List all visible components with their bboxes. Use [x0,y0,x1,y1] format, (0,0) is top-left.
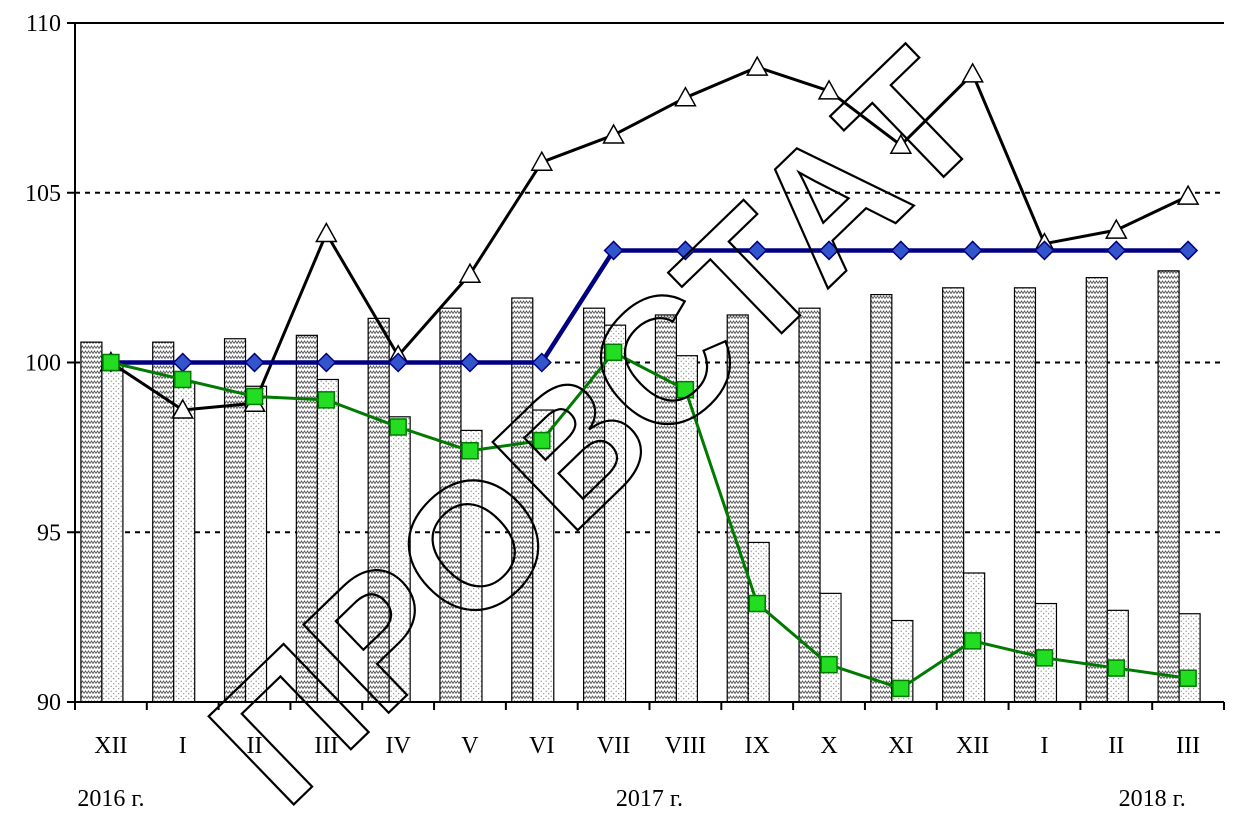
y-tick-label: 90 [37,690,61,716]
point-square [892,679,910,698]
point-diamond [531,352,552,373]
x-tick-label: XI [888,733,913,759]
bar-zigzag [80,341,103,703]
line-series [99,55,1200,698]
point-triangle [315,221,338,243]
point-diamond [244,352,265,373]
point-square [1035,649,1054,667]
x-tick-label: IV [385,733,411,759]
point-diamond [1034,240,1055,261]
x-tick-label: II [247,733,263,759]
series-line-diamond [110,248,1189,365]
y-tick-label: 100 [25,351,61,377]
point-diamond [316,352,337,373]
x-tick-label: III [314,733,338,759]
point-triangle [171,398,194,419]
point-triangle [817,79,841,100]
x-tick-label: I [179,733,187,759]
point-square [173,370,192,389]
bars [80,270,1201,703]
point-triangle [1176,184,1200,205]
year-label: 2016 г. [77,786,144,812]
y-tick-label: 110 [26,11,61,37]
x-tick-label: VIII [665,733,706,759]
y-tick-label: 95 [37,520,61,546]
point-diamond [818,240,840,261]
bar-dots [819,592,842,703]
point-triangle [889,133,913,154]
point-diamond [172,352,193,373]
year-label: 2018 г. [1119,786,1186,812]
point-square [1179,669,1197,687]
x-tick-label: XII [94,733,127,759]
point-triangle [961,62,984,83]
point-triangle [602,123,625,144]
bar-zigzag [942,287,965,703]
point-triangle [1105,218,1128,239]
series-line-square [110,350,1189,690]
point-triangle [745,55,769,76]
point-diamond [459,352,481,373]
point-diamond [1178,240,1199,261]
bar-dots [101,361,124,703]
point-diamond [388,352,409,373]
axes [67,22,1225,710]
point-square [389,418,407,436]
point-triangle [530,150,554,171]
bar-dots [1106,609,1129,703]
bar-dots [747,541,770,703]
point-triangle [674,86,697,107]
point-diamond [962,240,983,261]
point-diamond [603,240,624,261]
x-tick-label: V [461,733,479,759]
point-square [317,391,336,409]
point-square [533,431,551,450]
year-label: 2017 г. [616,786,683,812]
bar-zigzag [1013,287,1037,703]
bar-dots [173,382,196,703]
x-tick-label: VI [529,733,554,759]
point-square [963,632,982,650]
point-diamond [747,240,768,261]
point-square [1107,659,1126,677]
bar-dots [1178,613,1201,703]
x-tick-label: IX [745,733,770,759]
point-square [820,655,838,674]
point-square [676,380,695,399]
x-tick-label: I [1040,733,1048,759]
x-tick-label: III [1176,733,1200,759]
point-square [748,594,766,613]
x-tick-label: X [820,733,837,759]
point-diamond [675,240,696,261]
point-square [102,353,120,372]
series-line-triangle [110,65,1189,412]
bar-zigzag [870,294,893,703]
x-tick-label: II [1108,733,1124,759]
point-diamond [890,240,911,261]
x-tick-label: XII [956,733,989,759]
y-tick-label: 105 [25,181,61,207]
x-tick-label: VII [597,733,630,759]
point-square [461,442,479,460]
point-square [245,387,264,406]
point-diamond [1106,240,1127,261]
point-triangle [458,262,482,283]
bar-zigzag [1157,270,1180,703]
bar-zigzag [1085,277,1108,703]
point-square [604,343,623,362]
